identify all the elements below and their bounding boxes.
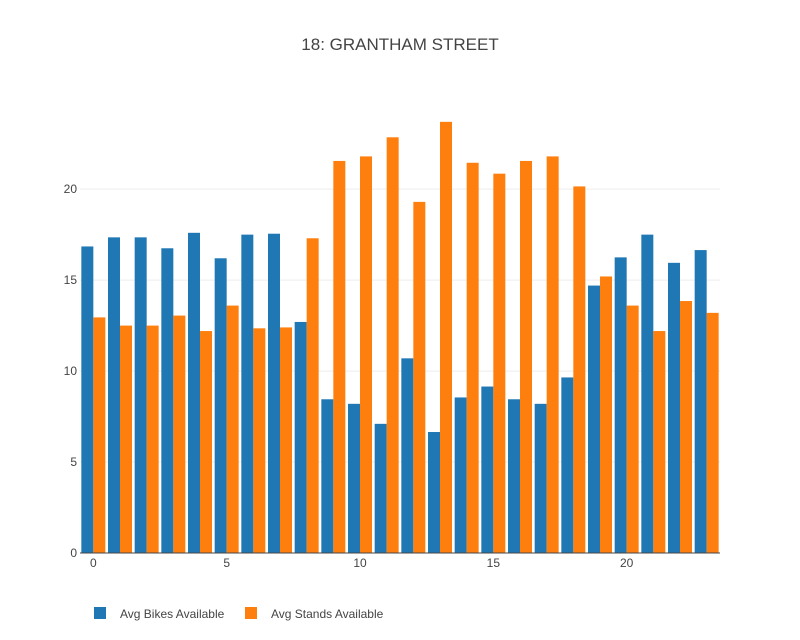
bar-avg-stands-available-10 — [360, 156, 372, 553]
bar-avg-stands-available-21 — [653, 331, 666, 553]
bar-avg-stands-available-7 — [280, 327, 292, 553]
bar-avg-bikes-available-3 — [161, 248, 174, 553]
bar-avg-bikes-available-5 — [214, 258, 227, 553]
y-axis-ticks: 0 5 10 15 20 — [64, 182, 78, 560]
bar-avg-stands-available-11 — [386, 137, 399, 554]
bar-avg-bikes-available-15 — [481, 386, 494, 553]
bar-avg-stands-available-15 — [493, 173, 506, 553]
bar-avg-stands-available-12 — [413, 201, 426, 553]
grid-lines — [80, 188, 720, 463]
x-tick-label-15: 15 — [487, 556, 501, 570]
bar-avg-bikes-available-10 — [348, 403, 360, 553]
bar-avg-bikes-available-19 — [588, 285, 600, 553]
bar-avg-bikes-available-22 — [668, 262, 680, 553]
x-axis-ticks: 0 5 10 15 20 — [90, 556, 634, 570]
legend: Avg Bikes Available Avg Stands Available — [94, 607, 384, 621]
bar-avg-stands-available-23 — [706, 312, 719, 553]
bar-avg-stands-available-5 — [226, 305, 239, 553]
bar-avg-bikes-available-8 — [294, 321, 307, 553]
bar-avg-bikes-available-4 — [188, 232, 200, 553]
bar-avg-bikes-available-9 — [321, 399, 334, 553]
bar-avg-stands-available-8 — [306, 238, 319, 553]
x-tick-label-5: 5 — [223, 556, 230, 570]
legend-label-avg-stands-available: Avg Stands Available — [271, 607, 384, 621]
bar-avg-bikes-available-6 — [241, 234, 254, 553]
bar-avg-stands-available-16 — [520, 160, 532, 553]
legend-swatch-avg-bikes-available — [94, 607, 106, 619]
bar-avg-bikes-available-12 — [401, 358, 414, 553]
bar-avg-stands-available-17 — [546, 156, 559, 553]
bar-avg-stands-available-18 — [573, 186, 586, 554]
x-tick-label-10: 10 — [353, 556, 367, 570]
bar-avg-stands-available-22 — [680, 301, 692, 553]
y-tick-label-20: 20 — [64, 182, 78, 196]
bar-avg-stands-available-2 — [146, 325, 159, 553]
bar-avg-bikes-available-21 — [641, 234, 654, 553]
bar-avg-stands-available-4 — [200, 331, 212, 553]
bar-avg-bikes-available-0 — [81, 246, 94, 553]
bars — [81, 121, 719, 554]
bar-avg-bikes-available-13 — [428, 432, 440, 553]
chart-title: 18: GRANTHAM STREET — [301, 35, 498, 54]
bar-avg-bikes-available-17 — [534, 403, 547, 553]
bar-avg-stands-available-0 — [93, 317, 106, 553]
bar-avg-stands-available-6 — [253, 328, 266, 553]
bar-avg-stands-available-13 — [440, 121, 452, 553]
bar-avg-stands-available-1 — [120, 325, 132, 553]
x-tick-label-20: 20 — [620, 556, 634, 570]
bar-avg-bikes-available-18 — [561, 377, 574, 553]
y-tick-label-15: 15 — [64, 273, 78, 287]
bar-avg-bikes-available-7 — [268, 233, 280, 554]
legend-swatch-avg-stands-available — [245, 607, 257, 619]
legend-label-avg-bikes-available: Avg Bikes Available — [120, 607, 225, 621]
y-tick-label-10: 10 — [64, 364, 78, 378]
bar-avg-stands-available-20 — [626, 305, 639, 553]
bar-avg-bikes-available-14 — [454, 397, 467, 553]
bar-avg-stands-available-9 — [333, 160, 346, 553]
bar-avg-stands-available-3 — [173, 315, 186, 553]
y-tick-label-5: 5 — [70, 455, 77, 469]
bar-avg-bikes-available-2 — [134, 237, 147, 554]
x-tick-label-0: 0 — [90, 556, 97, 570]
bar-avg-stands-available-19 — [600, 276, 612, 553]
y-tick-label-0: 0 — [70, 546, 77, 560]
bar-avg-stands-available-14 — [466, 162, 479, 553]
bar-avg-bikes-available-23 — [694, 250, 707, 553]
bar-avg-bikes-available-1 — [108, 237, 120, 554]
bar-avg-bikes-available-11 — [374, 423, 387, 553]
bar-avg-bikes-available-16 — [508, 399, 520, 553]
bar-avg-bikes-available-20 — [614, 257, 627, 553]
